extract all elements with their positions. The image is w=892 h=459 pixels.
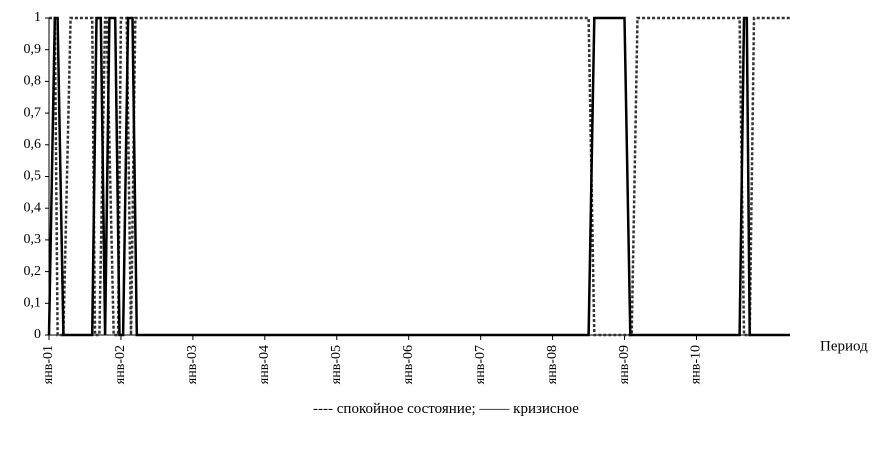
y-tick-label-9: 0,9: [24, 42, 42, 57]
plot-area: 0 0,1 0,2 0,3 0,4 0,5 0,6 0,7 0,8 0,9 1 янв-01 янв-0…: [24, 10, 790, 384]
x-tick-label-2: янв-03: [185, 345, 200, 384]
x-tick-label-8: янв-09: [617, 345, 632, 384]
y-tick-label-0: 0: [34, 327, 41, 342]
y-tick-label-7: 0,7: [24, 105, 42, 120]
x-tick-label-6: янв-07: [473, 345, 488, 384]
series-line-crisis: [47, 16, 790, 337]
x-tick-label-5: янв-06: [401, 345, 416, 384]
x-tick-label-7: янв-08: [545, 345, 560, 384]
y-tick-label-3: 0,3: [24, 232, 42, 247]
y-tick-label-5: 0,5: [24, 169, 42, 184]
x-axis-title: Период: [820, 338, 868, 354]
y-tick-label-4: 0,4: [24, 200, 42, 215]
y-tick-label-1: 0,1: [24, 296, 42, 311]
y-tick-label-10: 1: [34, 10, 41, 25]
x-tick-label-4: янв-05: [329, 345, 344, 384]
x-tick-label-9: янв-10: [689, 345, 704, 384]
series-line-calm: [49, 16, 790, 337]
x-tick-label-3: янв-04: [257, 345, 272, 384]
y-tick-label-2: 0,2: [24, 264, 42, 279]
x-tick-label-0: янв-01: [41, 345, 56, 384]
x-tick-label-1: янв-02: [113, 345, 128, 384]
legend: ---- спокойное состояние; —— кризисное: [313, 401, 579, 417]
y-tick-label-6: 0,6: [24, 137, 42, 152]
y-tick-label-8: 0,8: [24, 74, 42, 89]
